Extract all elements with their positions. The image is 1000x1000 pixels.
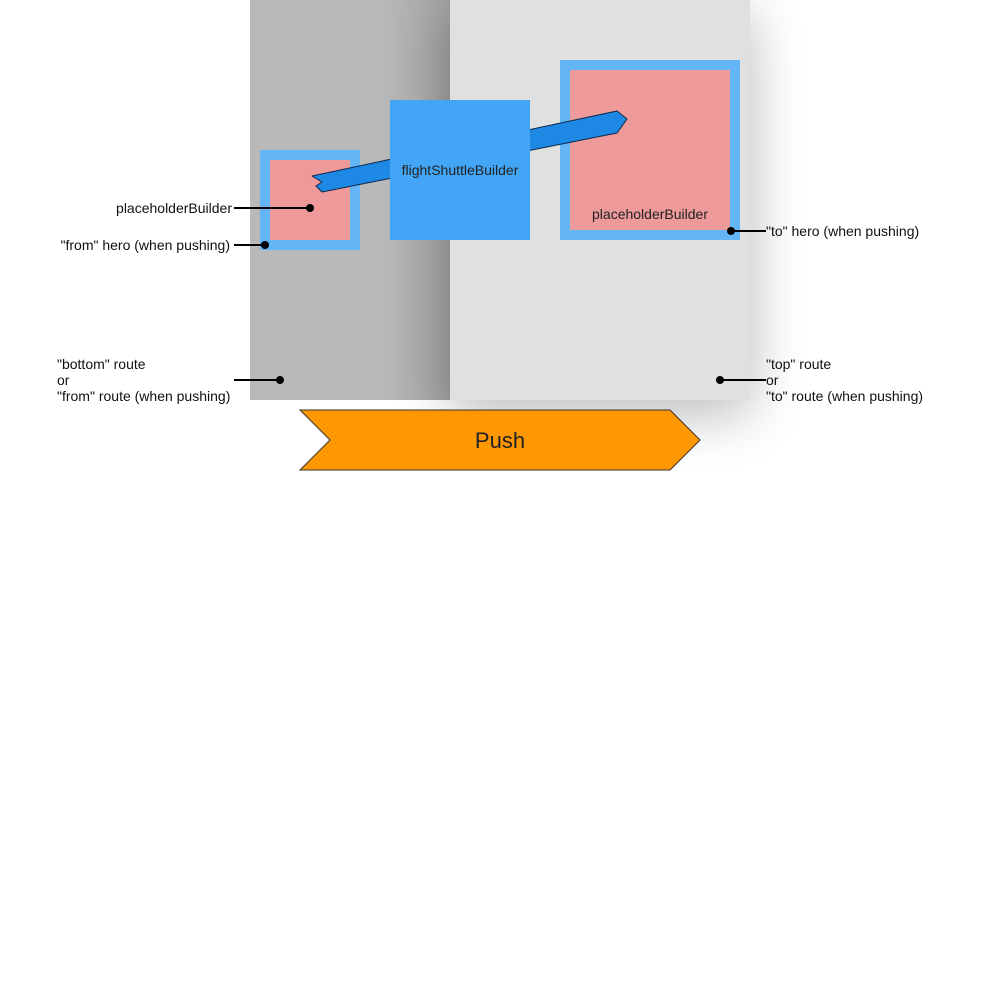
top-route-label: "top" route or "to" route (when pushing) (766, 356, 923, 404)
placeholder-builder-label: placeholderBuilder (116, 200, 232, 216)
top-route-callout-dot (716, 376, 724, 384)
flight-shuttle-label: flightShuttleBuilder (402, 162, 519, 178)
bottom-route-callout-dot (276, 376, 284, 384)
to-hero-placeholder-label: placeholderBuilder (592, 206, 708, 222)
to-hero-label: "to" hero (when pushing) (766, 223, 919, 239)
from-hero-label: "from" hero (when pushing) (61, 237, 230, 253)
push-label: Push (475, 428, 525, 453)
to-hero-placeholder (570, 70, 730, 230)
push-banner (298, 409, 701, 471)
to-hero-callout-dot (727, 227, 735, 235)
placeholder-callout-dot (306, 204, 314, 212)
from-hero-callout-dot (261, 241, 269, 249)
flight-shuttle-box (390, 100, 530, 240)
bottom-route-label: "bottom" route or "from" route (when pus… (57, 356, 230, 404)
